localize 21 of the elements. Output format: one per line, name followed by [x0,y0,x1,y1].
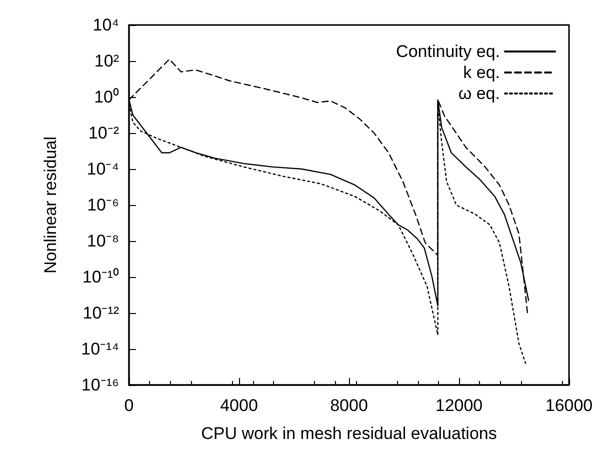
legend-label: ω eq. [458,84,500,103]
legend-label: Continuity eq. [396,42,500,61]
x-tick-label: 8000 [330,396,368,415]
x-tick-label: 0 [124,396,134,415]
x-tick-label: 16000 [545,396,593,415]
legend-label: k eq. [463,63,500,82]
x-axis-title: CPU work in mesh residual evaluations [201,424,497,443]
y-tick-label: 10⁻¹⁴ [81,340,119,358]
y-tick-label: 10⁰ [94,88,119,106]
y-tick-label: 10⁻¹⁶ [81,376,119,394]
y-tick-label: 10⁻² [88,124,120,142]
y-tick-label: 10² [94,52,120,70]
y-tick-label: 10⁴ [92,16,119,34]
x-tick-label: 12000 [435,396,483,415]
y-tick-label: 10⁻¹⁰ [82,268,119,286]
y-tick-label: 10⁻⁶ [87,196,119,214]
y-tick-label: 10⁻⁸ [86,232,119,250]
y-axis-title: Nonlinear residual [41,136,60,274]
x-tick-label: 4000 [220,396,258,415]
y-tick-label: 10⁻⁴ [86,160,119,178]
y-tick-label: 10⁻¹² [82,304,120,322]
